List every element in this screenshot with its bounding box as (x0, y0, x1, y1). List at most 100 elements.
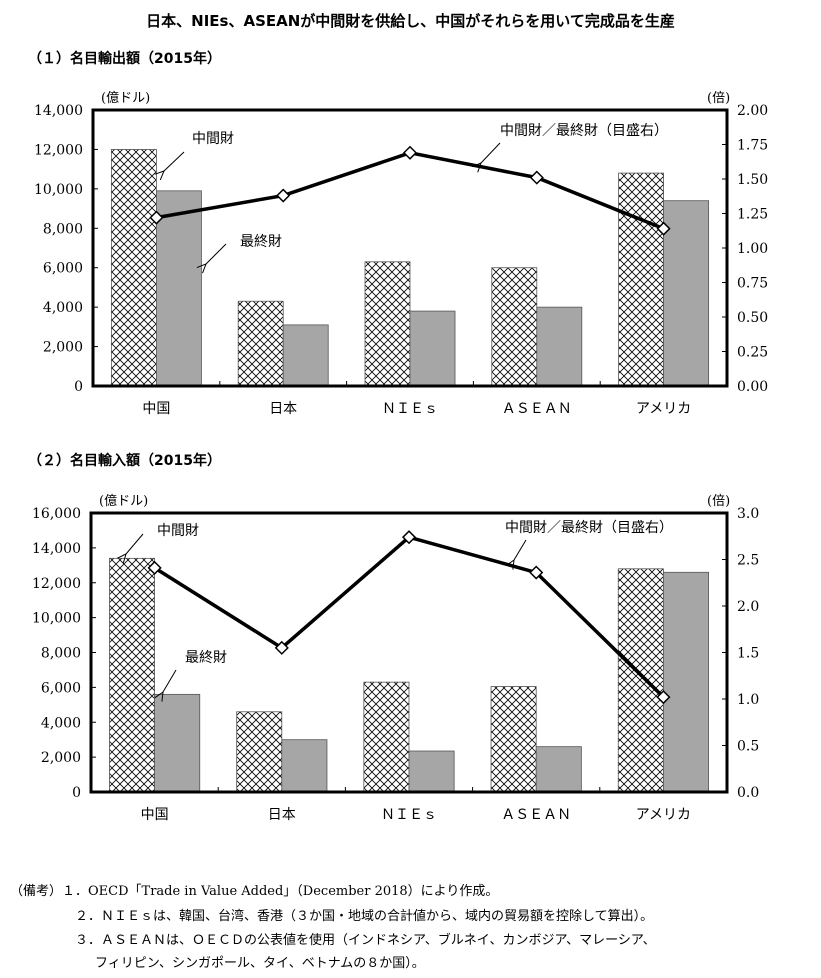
left-tick-label: 0 (72, 785, 81, 801)
right-tick-label: 3.0 (737, 506, 759, 522)
chart2-arrow-intermediate (126, 533, 144, 554)
left-tick-label: 12,000 (34, 142, 83, 158)
category-label: 中国 (142, 401, 170, 417)
left-tick-label: 8,000 (41, 646, 81, 662)
category-label: ＮＩＥｓ (381, 807, 437, 823)
left-tick-label: 8,000 (43, 221, 83, 237)
page-title: 日本、NIEs、ASEANが中間財を供給し、中国がそれらを用いて完成品を生産 (146, 12, 675, 30)
category-label: 中国 (141, 807, 169, 823)
chart1-label-intermediate: 中間財 (192, 131, 234, 147)
right-tick-label: 0.00 (737, 379, 768, 395)
bar-intermediate-0 (109, 557, 155, 793)
chart2-label-final: 最終財 (185, 650, 227, 666)
chart1-label-final: 最終財 (240, 234, 282, 250)
bar-final-2 (409, 310, 456, 387)
left-tick-label: 4,000 (41, 715, 81, 731)
category-label: アメリカ (636, 401, 691, 417)
ratio-point-0 (149, 210, 164, 225)
right-tick-label: 0.50 (737, 310, 768, 326)
category-label: ＡＳＥＡＮ (501, 807, 571, 823)
bar-intermediate-3 (491, 267, 538, 387)
left-tick-label: 12,000 (32, 576, 81, 592)
right-tick-label: 0.25 (737, 345, 768, 361)
bar-final-3 (536, 306, 583, 387)
bar-final-0 (154, 693, 201, 793)
left-tick-label: 14,000 (32, 541, 81, 557)
right-axis-unit: (倍) (707, 494, 730, 509)
right-tick-label: 2.5 (737, 553, 759, 569)
ratio-line (156, 150, 665, 231)
bar-final-1 (281, 739, 328, 793)
ratio-point-3 (529, 565, 544, 580)
left-tick-label: 2,000 (41, 750, 81, 766)
left-tick-label: 0 (74, 379, 83, 395)
ratio-point-0 (147, 560, 162, 575)
right-tick-label: 1.75 (737, 138, 768, 154)
left-tick-label: 6,000 (43, 261, 83, 277)
chart1-export: (億ドル) (倍) 0 2,000 4,000 6,000 8,000 10,000 12,00… (34, 90, 768, 417)
chart2-label-intermediate: 中間財 (157, 523, 199, 539)
ratio-point-4 (656, 690, 671, 705)
bar-final-3 (535, 746, 582, 793)
ratio-point-2 (401, 530, 417, 545)
note-2: ２．ＮＩＥｓは、韓国、台湾、香港（３か国・地域の合計値から、域内の貿易額を控除し… (75, 909, 654, 924)
right-tick-label: 2.0 (737, 599, 759, 615)
bar-intermediate-2 (364, 261, 411, 387)
plot-frame (91, 108, 729, 388)
left-tick-label: 16,000 (32, 506, 81, 522)
chart1-label-ratio: 中間財／最終財（目盛右） (500, 123, 668, 139)
chart1-arrow-intermediate (164, 151, 185, 171)
note-4: フィリピン、シンガポール、タイ、ベトナムの８か国）。 (95, 956, 425, 971)
plot-frame (89, 511, 729, 794)
ratio-point-1 (276, 188, 291, 203)
chart2-arrow-ratio (514, 539, 527, 560)
right-tick-label: 1.0 (737, 692, 759, 708)
right-axis-unit: (倍) (707, 91, 730, 106)
ratio-point-3 (529, 170, 544, 185)
left-tick-label: 6,000 (41, 680, 81, 696)
bar-intermediate-1 (237, 300, 284, 387)
ratio-point-4 (656, 221, 671, 236)
left-tick-label: 10,000 (34, 182, 83, 198)
left-tick-label: 10,000 (32, 611, 81, 627)
chart2-import: (億ドル) (倍) 0 2,000 4,000 6,000 8,000 10,000 12,00… (32, 493, 759, 823)
bar-intermediate-2 (363, 681, 410, 793)
right-tick-label: 0.75 (737, 276, 768, 292)
right-tick-label: 0.5 (737, 739, 759, 755)
left-axis-unit: (億ドル) (101, 90, 150, 106)
category-label: ＡＳＥＡＮ (502, 401, 572, 417)
left-axis-unit: (億ドル) (99, 493, 148, 509)
chart2-subtitle: （２）名目輸入額（2015年） (28, 453, 221, 469)
bar-intermediate-3 (490, 686, 537, 793)
right-tick-label: 2.00 (737, 103, 768, 119)
note-1: （備考）１．OECD「Trade in Value Added」（Decembe… (10, 884, 499, 899)
bar-intermediate-0 (110, 149, 157, 387)
right-tick-label: 1.00 (737, 241, 768, 257)
bar-intermediate-4 (618, 172, 664, 387)
chart1-subtitle: （１）名目輸出額（2015年） (28, 51, 221, 67)
left-tick-label: 2,000 (43, 340, 83, 356)
right-tick-label: 1.5 (737, 646, 759, 662)
bar-final-2 (408, 750, 455, 793)
left-tick-label: 4,000 (43, 300, 83, 316)
category-label: ＮＩＥｓ (382, 401, 438, 417)
bar-intermediate-1 (236, 711, 283, 793)
category-label: 日本 (268, 807, 296, 823)
chart1-arrow-ratio (481, 142, 501, 163)
chart2-label-ratio: 中間財／最終財（目盛右） (505, 520, 673, 536)
bar-final-1 (282, 324, 329, 387)
bar-final-0 (155, 190, 202, 387)
right-tick-label: 1.25 (737, 207, 768, 223)
category-label: 日本 (269, 401, 297, 417)
category-label: アメリカ (636, 807, 691, 823)
right-tick-label: 1.50 (737, 172, 768, 188)
chart1-arrow-final (206, 243, 227, 264)
ratio-line (153, 535, 665, 699)
ratio-point-1 (274, 640, 289, 655)
ratio-point-2 (402, 145, 418, 160)
note-3: ３．ＡＳＥＡＮは、ＯＥＣＤの公表値を使用（インドネシア、ブルネイ、カンボジア、マ… (75, 933, 656, 948)
right-tick-label: 0.0 (737, 785, 759, 801)
left-tick-label: 14,000 (34, 103, 83, 119)
chart2-arrow-final (163, 669, 177, 692)
